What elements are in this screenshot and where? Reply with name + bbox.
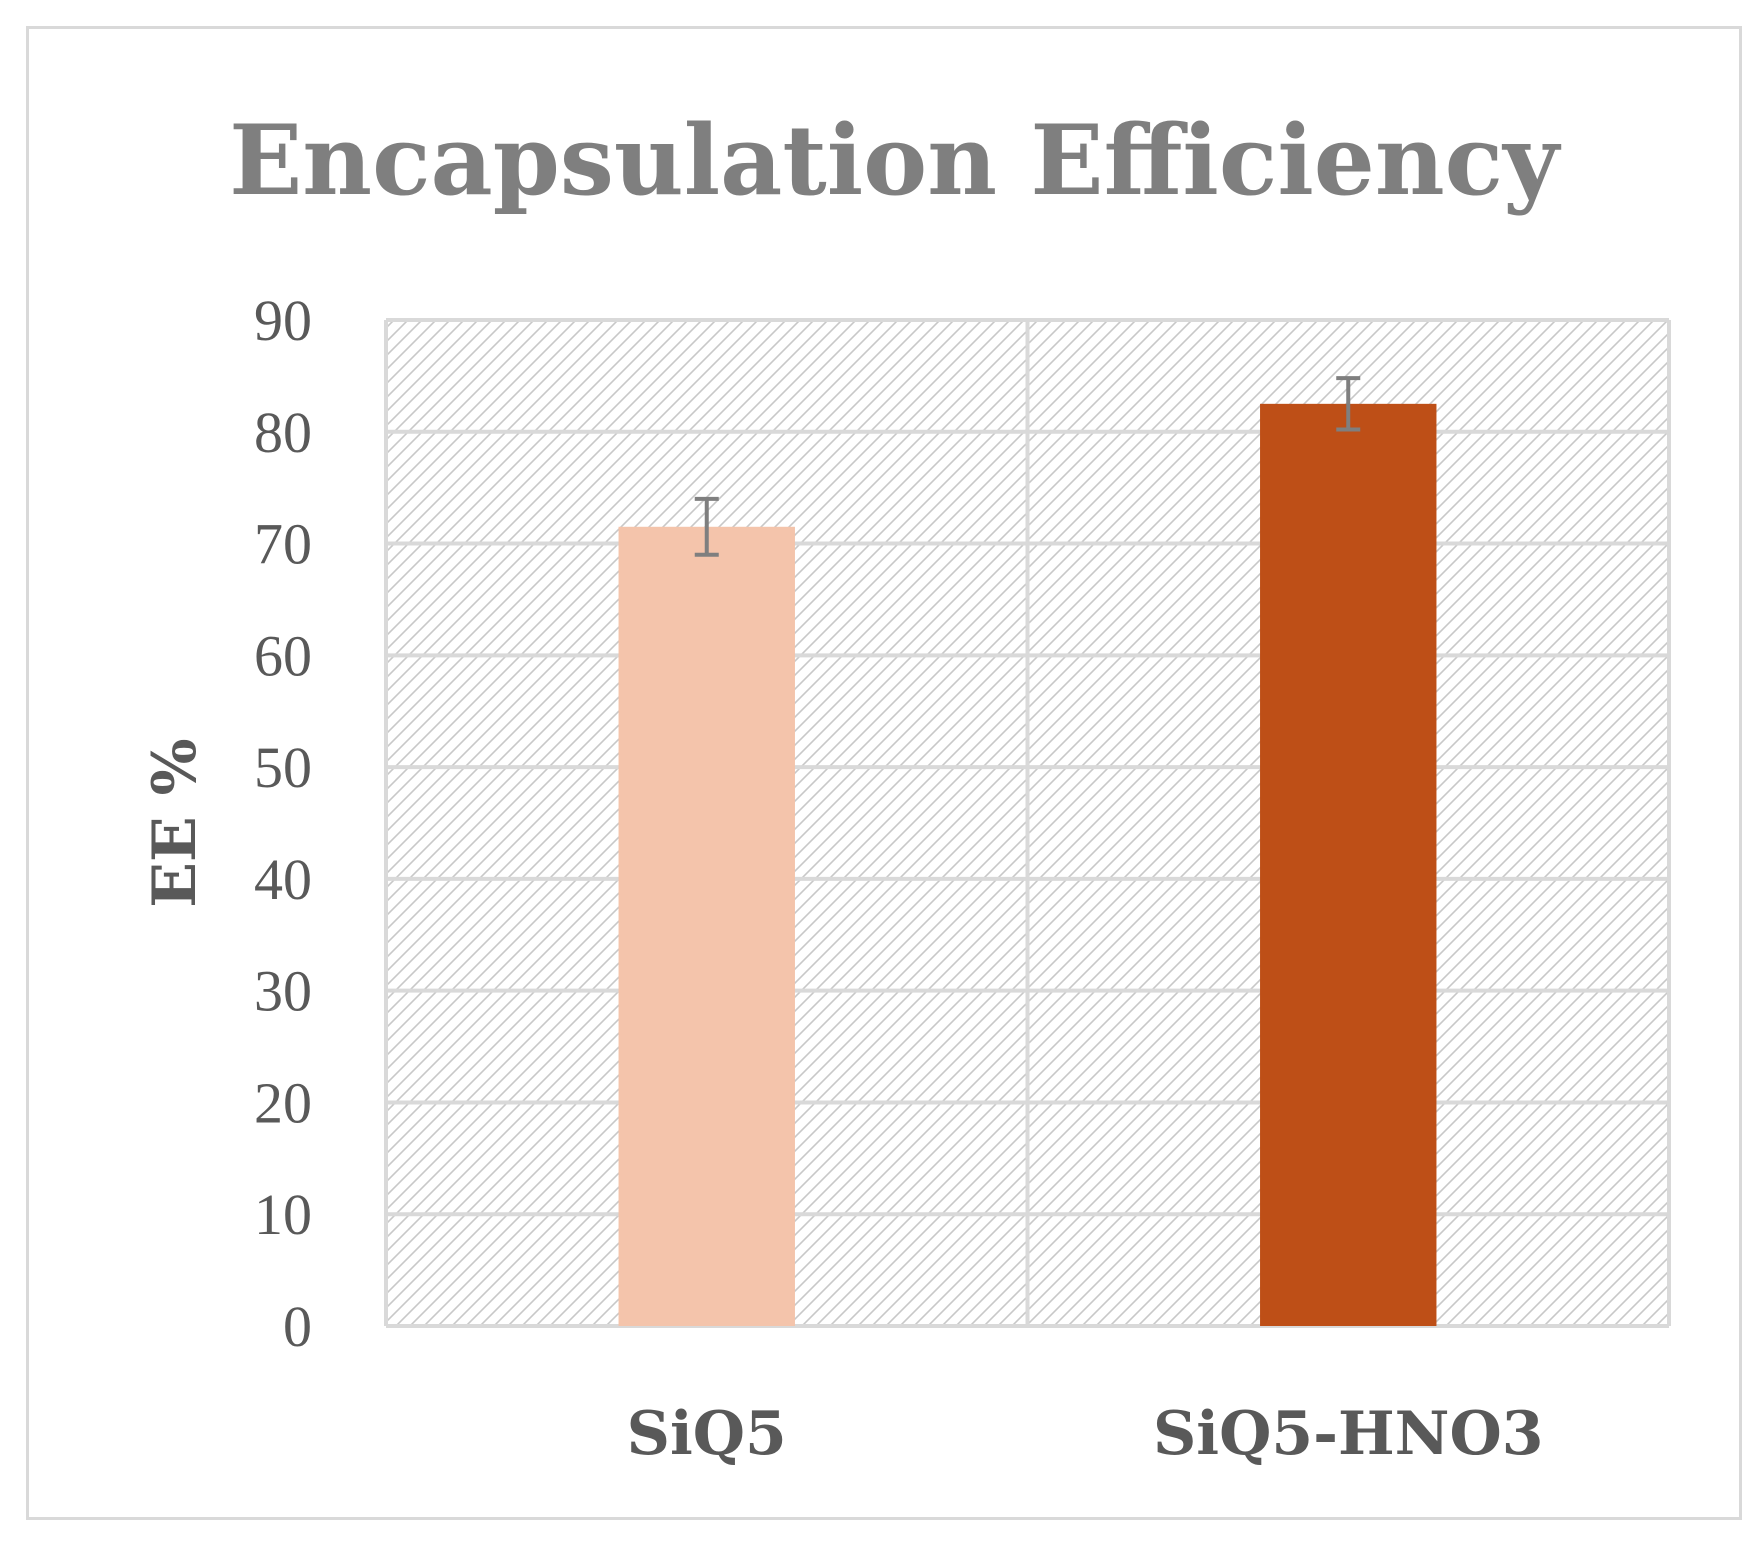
y-tick-label-50: 50: [254, 735, 312, 800]
y-tick-label-20: 20: [254, 1070, 312, 1135]
y-tick-label-30: 30: [254, 959, 312, 1024]
y-tick-label-10: 10: [254, 1182, 312, 1247]
bar-siq5-hno3: [1260, 403, 1437, 1326]
x-axis-labels: SiQ5 SiQ5-HNO3: [627, 1399, 1544, 1469]
y-tick-label-60: 60: [254, 623, 312, 688]
y-axis-ticks: 0 10 20 30 40 50 60 70 80 90: [254, 288, 312, 1359]
y-tick-label-70: 70: [254, 512, 312, 577]
x-tick-label-siq5-hno3: SiQ5-HNO3: [1153, 1399, 1544, 1469]
bar-siq5: [618, 526, 795, 1326]
y-tick-label-80: 80: [254, 400, 312, 465]
y-tick-label-90: 90: [254, 288, 312, 353]
error-bars: [694, 376, 1361, 557]
y-tick-label-0: 0: [283, 1294, 312, 1359]
y-axis-title: EE %: [140, 738, 210, 907]
error-bar-siq5-hno3: [1336, 376, 1361, 432]
gridlines: [384, 318, 1671, 1328]
chart-title: Encapsulation Efficiency: [229, 104, 1562, 217]
y-tick-label-40: 40: [254, 847, 312, 912]
x-tick-label-siq5: SiQ5: [627, 1399, 787, 1469]
bars: [618, 403, 1437, 1326]
error-bar-siq5: [694, 496, 719, 557]
